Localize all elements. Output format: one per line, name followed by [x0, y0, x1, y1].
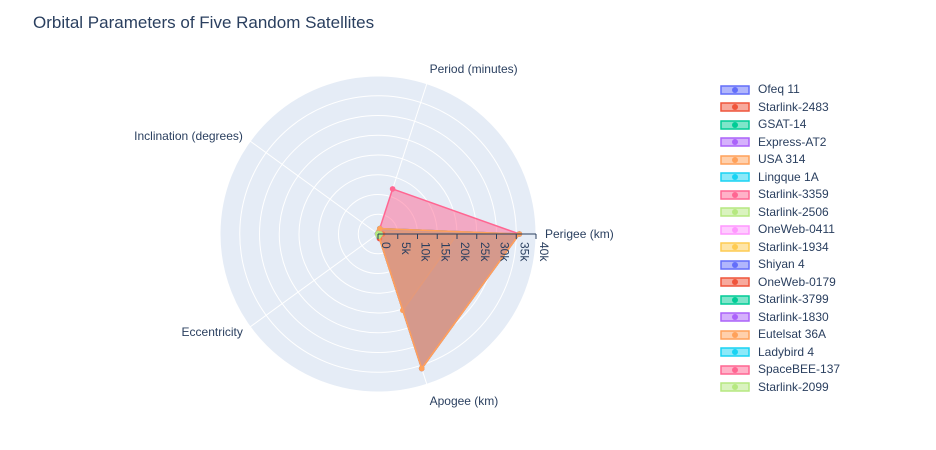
legend-item[interactable]: OneWeb-0411: [720, 221, 930, 239]
legend-swatch-marker: [732, 139, 738, 146]
legend-label: Starlink-2099: [758, 379, 829, 394]
legend-item[interactable]: GSAT-14: [720, 116, 930, 134]
legend-swatch: [720, 277, 750, 287]
radial-tick-label: 20k: [458, 242, 472, 262]
legend-swatch: [720, 207, 750, 217]
legend-swatch: [720, 242, 750, 252]
legend-swatch-marker: [732, 191, 738, 198]
legend-label: Starlink-3799: [758, 292, 829, 306]
legend-label: GSAT-14: [758, 117, 807, 131]
legend-swatch-marker: [732, 384, 738, 391]
legend-item[interactable]: Lingque 1A: [720, 169, 930, 187]
legend-swatch-marker: [732, 104, 738, 111]
legend-swatch-marker: [732, 279, 738, 286]
legend-item[interactable]: USA 314: [720, 151, 930, 169]
legend-swatch: [720, 190, 750, 200]
legend-label: OneWeb-0179: [758, 274, 836, 289]
grid-spoke: [249, 233, 379, 328]
legend-item[interactable]: Starlink-1934: [720, 239, 930, 257]
legend-swatch: [720, 330, 750, 340]
legend-swatch-marker: [732, 261, 738, 268]
legend-swatch: [720, 172, 750, 182]
legend-label: Starlink-1830: [758, 309, 829, 324]
legend-label: Starlink-1934: [758, 239, 829, 254]
radial-tick-label: 5k: [399, 242, 413, 256]
legend-label: Starlink-3359: [758, 187, 829, 201]
angular-axis-label: Period (minutes): [430, 62, 518, 76]
legend-label: USA 314: [758, 152, 806, 166]
legend-swatch-marker: [732, 314, 738, 321]
legend-swatch-marker: [732, 296, 738, 303]
radial-tick-label: 30k: [498, 242, 512, 262]
legend-swatch: [720, 260, 750, 270]
legend-label: Starlink-2506: [758, 204, 829, 219]
legend-swatch: [720, 295, 750, 305]
legend-item[interactable]: Shiyan 4: [720, 256, 930, 274]
legend-swatch-marker: [732, 209, 738, 216]
legend-swatch-marker: [732, 244, 738, 251]
legend-item[interactable]: Express-AT2: [720, 134, 930, 152]
legend-swatch-marker: [732, 331, 738, 338]
radial-tick-label: 15k: [438, 242, 452, 262]
radial-tick-label: 25k: [478, 242, 492, 262]
legend-swatch: [720, 137, 750, 147]
data-point: [389, 186, 396, 192]
grid-spoke: [249, 140, 379, 235]
radial-tick-label: 40k: [537, 242, 551, 262]
legend-label: Starlink-2483: [758, 99, 829, 114]
legend-item[interactable]: Starlink-3799: [720, 291, 930, 309]
radial-tick-label: 10k: [419, 242, 433, 262]
legend-swatch: [720, 225, 750, 235]
legend-item[interactable]: Starlink-2099: [720, 379, 930, 397]
legend-swatch: [720, 382, 750, 392]
legend-swatch: [720, 365, 750, 375]
data-point: [418, 365, 425, 372]
legend-item[interactable]: Ladybird 4: [720, 344, 930, 362]
legend-swatch: [720, 347, 750, 357]
legend-swatch-marker: [732, 174, 738, 181]
angular-axis-label: Perigee (km): [545, 227, 614, 241]
legend-label: SpaceBEE-137: [758, 362, 841, 376]
legend-swatch-marker: [732, 156, 738, 163]
legend-label: Express-AT2: [758, 134, 827, 149]
radial-tick-label: 35k: [517, 242, 531, 262]
legend-label: Eutelsat 36A: [758, 327, 827, 341]
legend-swatch: [720, 102, 750, 112]
legend-item[interactable]: Starlink-1830: [720, 309, 930, 327]
legend-item[interactable]: SpaceBEE-137: [720, 361, 930, 379]
legend-item[interactable]: Starlink-3359: [720, 186, 930, 204]
legend-label: Shiyan 4: [758, 257, 805, 271]
angular-axis-label: Inclination (degrees): [134, 129, 243, 143]
chart-title: Orbital Parameters of Five Random Satell…: [33, 13, 375, 32]
legend-item[interactable]: Eutelsat 36A: [720, 326, 930, 344]
angular-axis-label: Apogee (km): [430, 394, 499, 408]
legend-swatch: [720, 85, 750, 95]
legend-swatch-marker: [732, 226, 738, 233]
legend: Ofeq 11 Starlink-2483 GSAT-14 Express-AT2 US…: [720, 81, 930, 396]
legend-swatch-marker: [732, 86, 738, 93]
legend-item[interactable]: Starlink-2506: [720, 204, 930, 222]
legend-item[interactable]: OneWeb-0179: [720, 274, 930, 292]
legend-label: Ladybird 4: [758, 344, 815, 359]
legend-label: OneWeb-0411: [758, 222, 835, 236]
legend-swatch-marker: [732, 121, 738, 128]
legend-swatch: [720, 120, 750, 130]
legend-swatch: [720, 312, 750, 322]
legend-swatch-marker: [732, 366, 738, 373]
legend-item[interactable]: Starlink-2483: [720, 99, 930, 117]
legend-swatch: [720, 155, 750, 165]
legend-item[interactable]: Ofeq 11: [720, 81, 930, 99]
radial-tick-label: 0: [379, 242, 393, 249]
angular-axis-label: Eccentricity: [182, 325, 243, 339]
legend-swatch-marker: [732, 349, 738, 356]
data-point: [377, 225, 383, 232]
legend-label: Ofeq 11: [758, 82, 800, 96]
legend-label: Lingque 1A: [758, 169, 819, 184]
